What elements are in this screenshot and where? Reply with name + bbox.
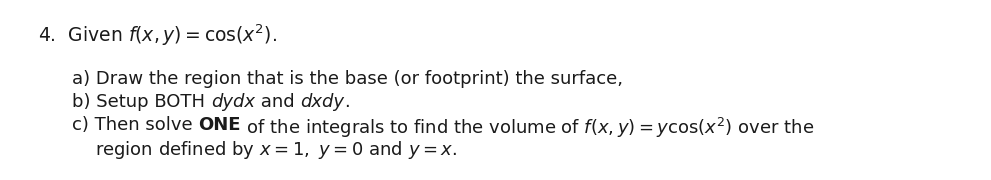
Text: a) Draw the region that is the base (or footprint) the surface,: a) Draw the region that is the base (or … bbox=[72, 70, 623, 88]
Text: b) Setup BOTH: b) Setup BOTH bbox=[72, 93, 211, 111]
Text: region defined by $x = 1,\ y = 0$ and $y = x.$: region defined by $x = 1,\ y = 0$ and $y… bbox=[95, 139, 457, 161]
Text: dxdy: dxdy bbox=[300, 93, 344, 111]
Text: dydx: dydx bbox=[211, 93, 255, 111]
Text: ONE: ONE bbox=[198, 116, 241, 134]
Text: .: . bbox=[344, 93, 350, 111]
Text: and: and bbox=[255, 93, 300, 111]
Text: 4.  Given $f(x, y) = \cos(x^2).$: 4. Given $f(x, y) = \cos(x^2).$ bbox=[38, 22, 277, 48]
Text: of the integrals to find the volume of $f(x, y) = y\cos(x^2)$ over the: of the integrals to find the volume of $… bbox=[241, 116, 814, 140]
Text: c) Then solve: c) Then solve bbox=[72, 116, 198, 134]
